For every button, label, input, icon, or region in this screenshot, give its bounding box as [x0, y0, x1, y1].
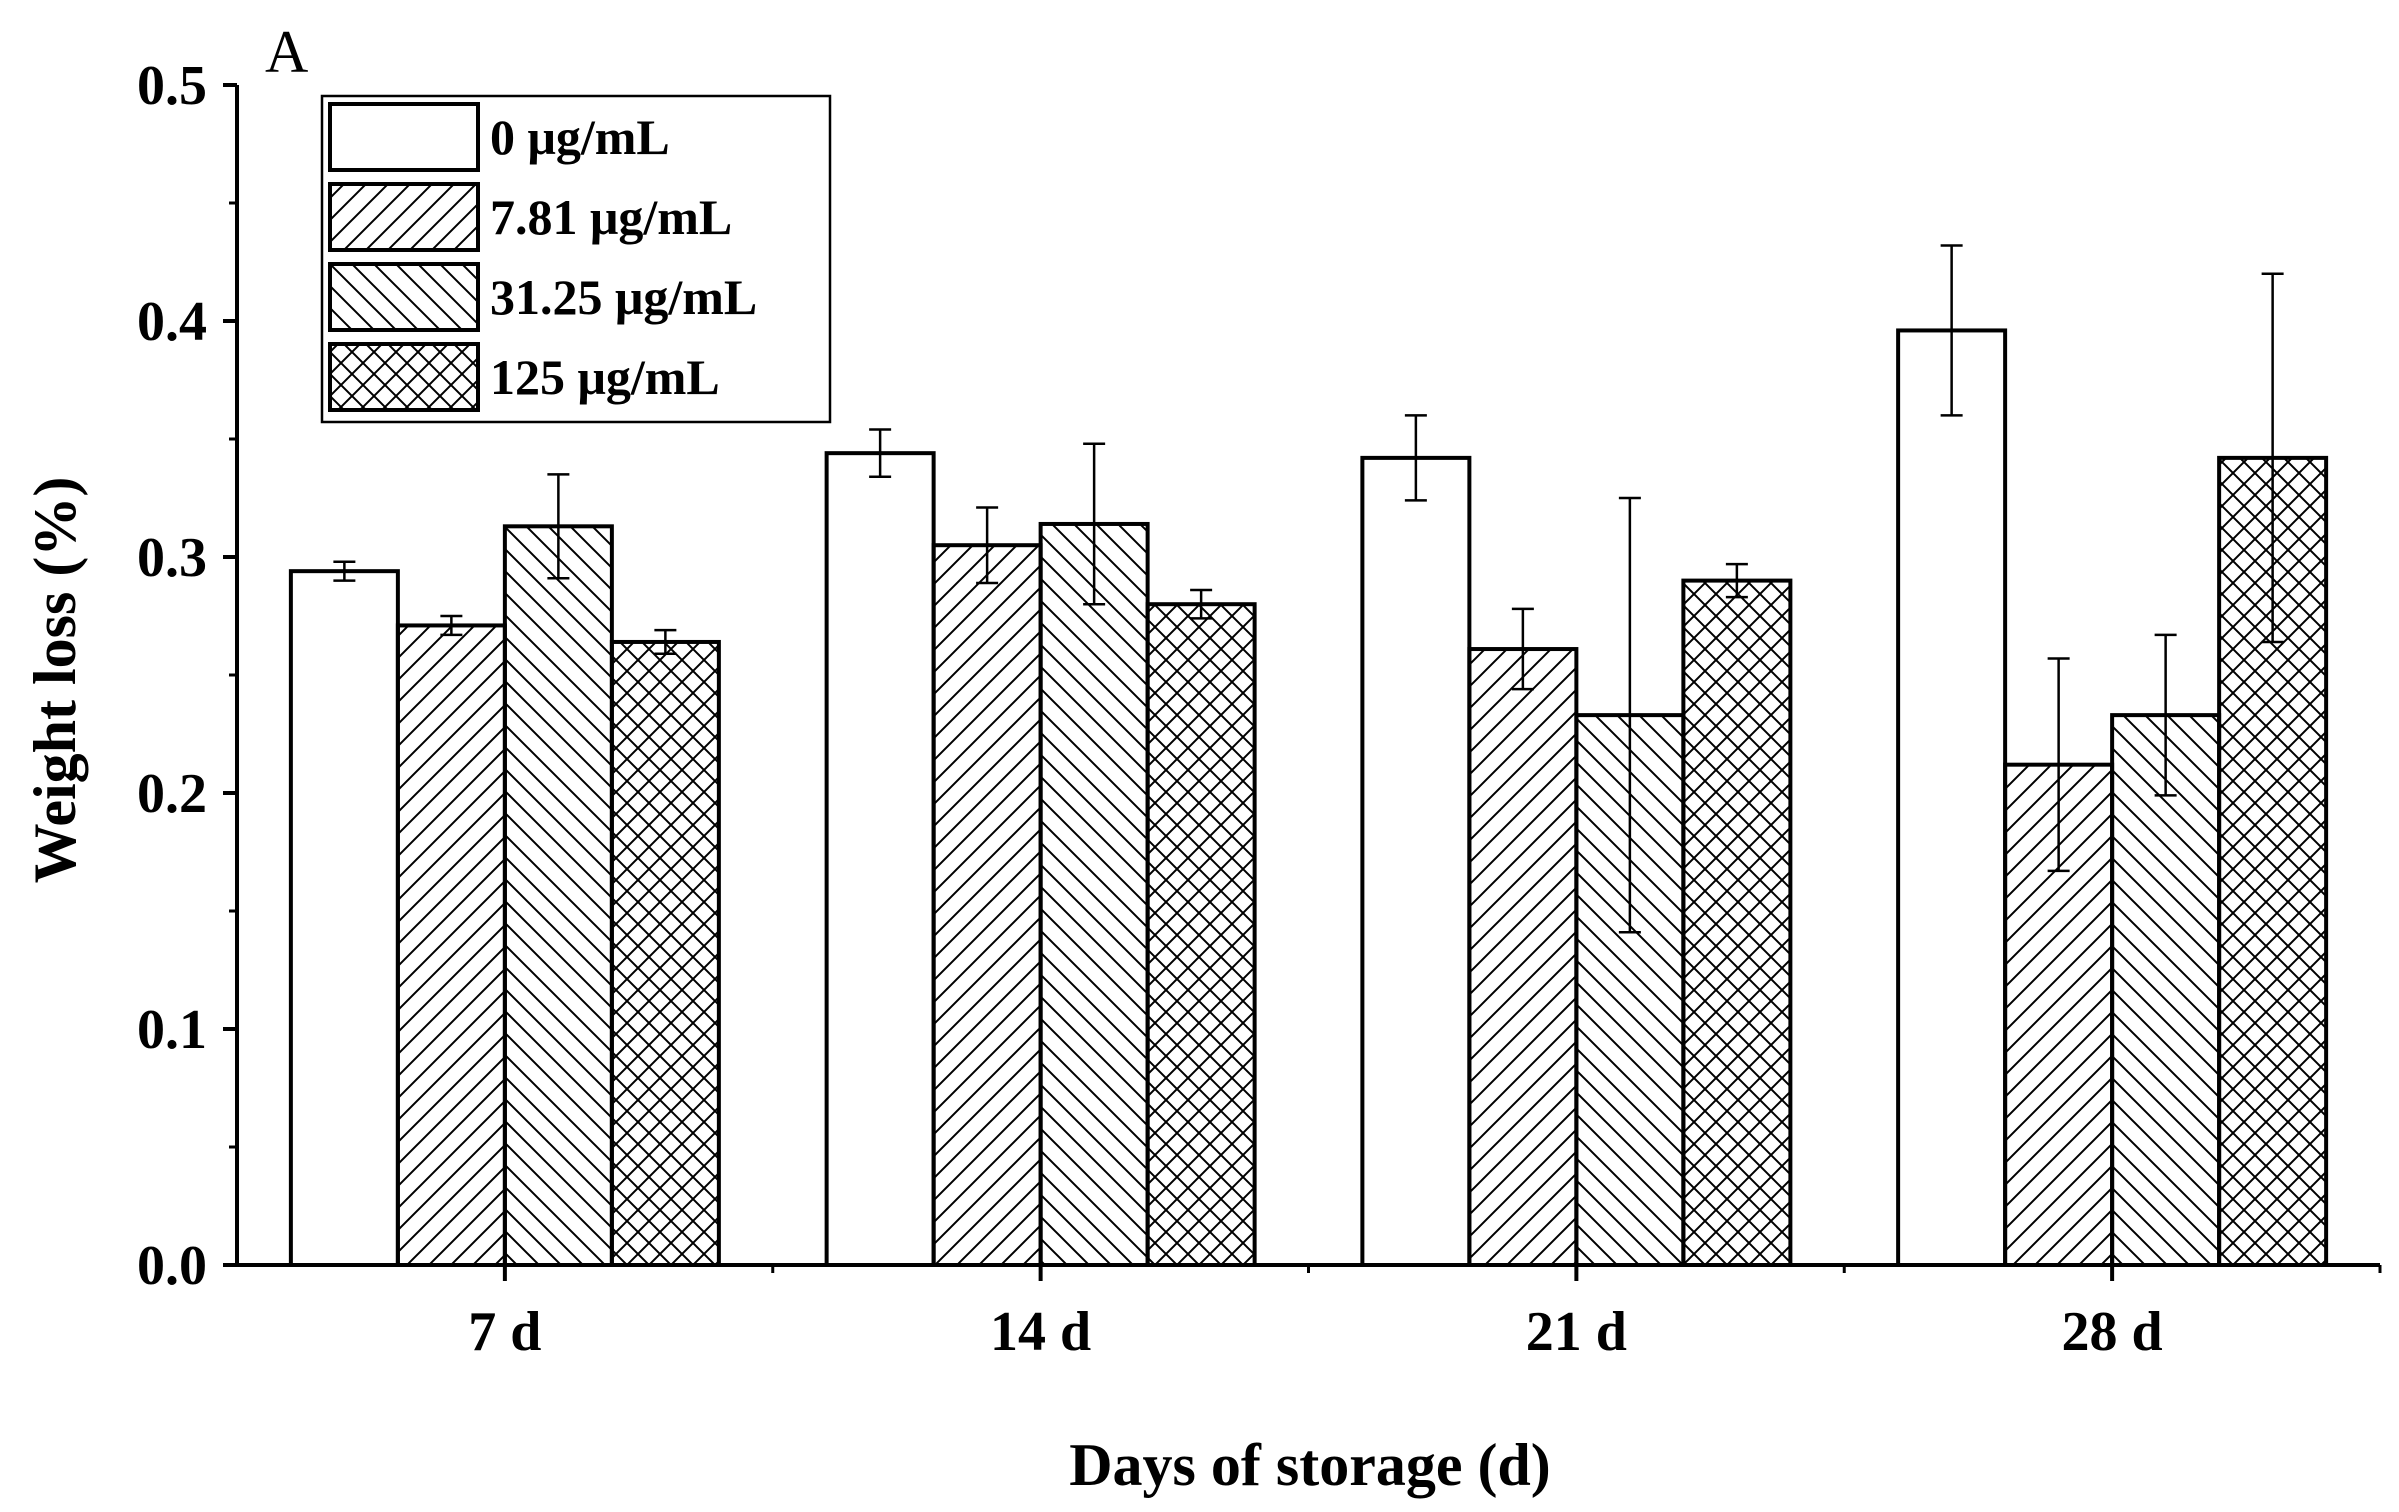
- bar: [395, 623, 507, 1267]
- bar: [1681, 578, 1793, 1267]
- y-tick-label: 0.4: [137, 291, 207, 353]
- x-tick-label: 28 d: [2062, 1301, 2163, 1363]
- legend-label: 7.81 μg/mL: [490, 189, 732, 245]
- bar: [1360, 455, 1472, 1267]
- bar: [288, 569, 400, 1267]
- bar: [2003, 762, 2115, 1267]
- x-tick-label: 21 d: [1526, 1301, 1627, 1363]
- bar: [502, 524, 614, 1267]
- bar: [1896, 328, 2008, 1267]
- legend-label: 0 μg/mL: [490, 109, 670, 165]
- bar: [2110, 713, 2222, 1267]
- y-tick-label: 0.0: [137, 1235, 207, 1297]
- legend-swatch: [328, 342, 480, 412]
- legend-label: 31.25 μg/mL: [490, 269, 757, 325]
- bar: [609, 639, 721, 1267]
- y-tick-label: 0.1: [137, 999, 207, 1061]
- legend-label: 125 μg/mL: [490, 349, 720, 405]
- bar: [824, 451, 936, 1268]
- y-axis-title: Weight loss (%): [22, 477, 88, 884]
- x-tick-label: 14 d: [990, 1301, 1091, 1363]
- legend-swatch: [328, 262, 480, 332]
- plot-area: 0.0 0.1 0.2 0.3 0.4 0.5 7 d 14 d 21 d 28 d: [137, 55, 2382, 1363]
- bar: [1038, 521, 1150, 1267]
- y-tick-label: 0.5: [137, 55, 207, 117]
- bar: [1467, 647, 1579, 1267]
- y-tick-label: 0.3: [137, 527, 207, 589]
- y-tick-label: 0.2: [137, 763, 207, 825]
- x-axis-title: Days of storage (d): [1069, 1432, 1551, 1498]
- legend-swatch: [328, 102, 480, 172]
- bar: [931, 543, 1043, 1267]
- panel-label: A: [265, 19, 308, 85]
- bar: [1145, 602, 1257, 1267]
- legend: 0 μg/mL 7.81 μg/mL 31.25 μg/mL 125 μg/mL: [320, 94, 832, 424]
- legend-swatch: [328, 182, 480, 252]
- x-tick-label: 7 d: [468, 1301, 541, 1363]
